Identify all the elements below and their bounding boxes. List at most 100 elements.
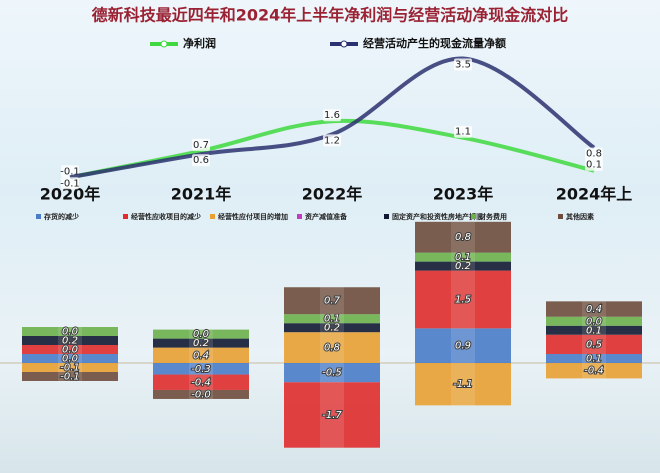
- data-label-box: [61, 177, 79, 190]
- x-tick-label: 2020年: [40, 185, 101, 204]
- data-label: 0.8: [586, 149, 602, 160]
- legend-marker: [160, 40, 168, 48]
- x-tick-label: 2024年上: [556, 185, 633, 204]
- bar-sheen: [189, 329, 213, 399]
- data-label: 0.1: [324, 314, 340, 325]
- bar-segment: [546, 316, 642, 326]
- bar-segment: [546, 301, 642, 317]
- data-label: -1.1: [453, 379, 473, 390]
- data-label: 0.9: [455, 341, 471, 352]
- data-label: 0.0: [586, 316, 602, 327]
- data-label-box: [454, 58, 472, 71]
- data-label: 0.6: [193, 155, 209, 166]
- bar-segment: [415, 363, 511, 406]
- legend-label: 经营活动产生的现金流量净额: [363, 36, 506, 50]
- bar-segment: [153, 374, 249, 390]
- bar-segment: [284, 287, 380, 315]
- legend-label: 净利润: [183, 36, 216, 50]
- data-label: 0.1: [586, 325, 602, 336]
- bar-segment: [546, 363, 642, 379]
- bar-segment: [415, 221, 511, 253]
- data-label: 1.1: [455, 127, 471, 138]
- bar-segment: [284, 314, 380, 324]
- bar-segment: [415, 261, 511, 271]
- data-label: 0.8: [324, 343, 340, 354]
- data-label-box: [585, 158, 603, 171]
- data-label: 0.1: [586, 160, 602, 171]
- data-label: 0.0: [193, 329, 209, 340]
- data-label: 0.2: [455, 261, 471, 272]
- data-label: -0.4: [191, 377, 211, 388]
- bar-segment: [284, 332, 380, 363]
- data-label: 1.6: [324, 110, 340, 121]
- data-label: -0.1: [60, 166, 80, 177]
- bar-segment: [153, 363, 249, 375]
- legend-swatch: [297, 214, 302, 219]
- bar-segment: [153, 329, 249, 339]
- bar-segment: [546, 334, 642, 354]
- bar-segment: [546, 325, 642, 335]
- data-label: 0.1: [586, 354, 602, 365]
- data-label-box: [192, 154, 210, 167]
- legend-swatch: [123, 214, 128, 219]
- legend-label: 财务费用: [478, 212, 507, 221]
- data-label: 0.5: [586, 339, 602, 350]
- bar-segment: [22, 354, 118, 363]
- data-label-box: [192, 138, 210, 151]
- legend-label: 存货的减少: [44, 212, 79, 221]
- legend-label: 固定资产和投资性房地产折旧: [392, 212, 483, 221]
- data-label: -0.3: [191, 364, 211, 375]
- bar-segment: [22, 327, 118, 336]
- legend-label: 经营性应收项目的减少: [131, 212, 201, 221]
- legend-marker: [340, 40, 348, 48]
- data-label: -0.5: [322, 368, 342, 379]
- legend-swatch: [558, 214, 563, 219]
- data-label-box: [61, 165, 79, 178]
- data-label: 0.4: [193, 350, 209, 361]
- x-tick-label: 2022年: [302, 185, 363, 204]
- data-label: 0.0: [62, 327, 78, 338]
- bar-sheen: [582, 301, 606, 379]
- bar-segment: [284, 363, 380, 383]
- data-label: 1.5: [455, 294, 471, 305]
- legend-swatch: [384, 214, 389, 219]
- data-label: -0.1: [60, 363, 80, 374]
- bar-segment: [22, 336, 118, 345]
- bar-segment: [546, 354, 642, 363]
- data-label: 0.7: [324, 296, 341, 307]
- data-label: 0.2: [324, 323, 340, 334]
- data-label: 0.4: [586, 304, 602, 315]
- legend-label: 经营性应付项目的增加: [218, 212, 288, 221]
- data-label: 0.7: [193, 140, 209, 151]
- data-label: 3.5: [455, 60, 471, 71]
- bar-segment: [153, 338, 249, 348]
- series-line: [69, 118, 595, 180]
- data-label: 0.2: [62, 336, 78, 347]
- data-label-box: [323, 134, 341, 147]
- data-label: 0.2: [193, 338, 209, 349]
- data-label: 0.1: [455, 252, 471, 263]
- legend-label: 其他因素: [566, 212, 594, 221]
- bar-segment: [153, 347, 249, 363]
- legend-swatch: [210, 214, 215, 219]
- bar-sheen: [58, 327, 82, 381]
- data-label-box: [585, 147, 603, 160]
- data-label: 1.2: [324, 135, 340, 146]
- bar-sheen: [451, 221, 475, 406]
- bar-segment: [22, 345, 118, 354]
- bar-segment: [284, 382, 380, 448]
- x-tick-label: 2023年: [433, 185, 494, 204]
- data-label: -0.1: [60, 178, 80, 189]
- data-label: 0.0: [62, 345, 78, 356]
- data-label: 0.8: [455, 232, 471, 243]
- chart-title: 德新科技最近四年和2024年上半年净利润与经营活动净现金流对比: [92, 6, 569, 25]
- bar-segment: [284, 323, 380, 333]
- legend-swatch: [471, 214, 476, 219]
- bar-segment: [415, 252, 511, 262]
- bar-segment: [415, 328, 511, 363]
- data-label: -0.0: [191, 389, 211, 400]
- x-tick-label: 2021年: [171, 185, 232, 204]
- data-label: -0.4: [584, 366, 604, 377]
- data-label: -1.7: [322, 410, 342, 421]
